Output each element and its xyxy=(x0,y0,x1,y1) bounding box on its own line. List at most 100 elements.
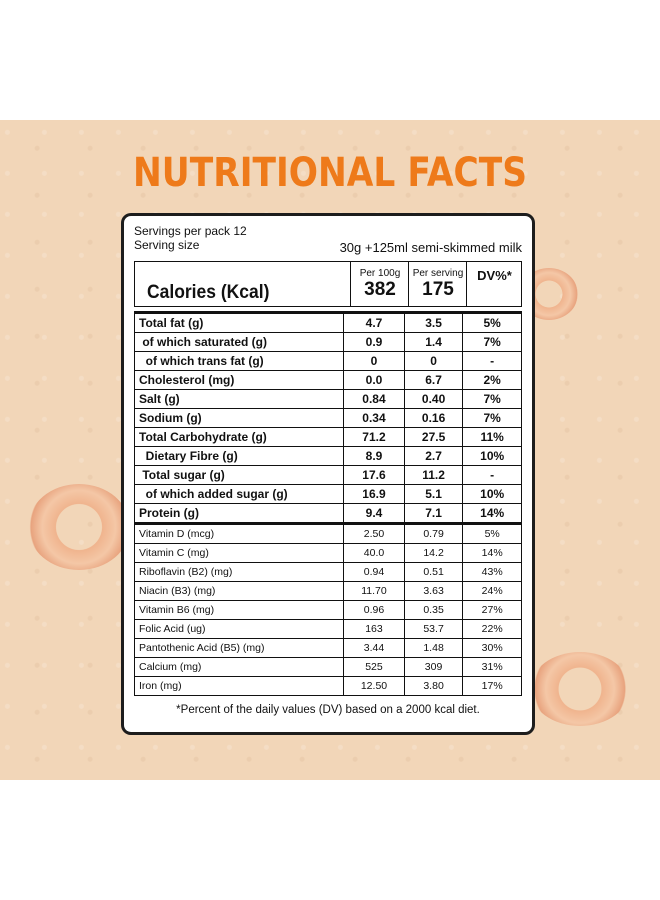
table-row: Total Carbohydrate (g) 71.2 27.5 11% xyxy=(133,427,522,447)
table-row: Salt (g) 0.84 0.40 7% xyxy=(133,389,522,409)
dv-label: DV%* xyxy=(477,268,512,283)
per100-label: Per 100g xyxy=(359,268,401,279)
dv-value: 30% xyxy=(462,638,522,658)
perserving-value: 3.5 xyxy=(403,311,464,333)
dv-value: 2% xyxy=(462,370,522,390)
serving-size: Serving size 30g +125ml semi-skimmed mil… xyxy=(134,238,522,255)
dv-value: 5% xyxy=(462,522,522,544)
nutrient-name: of which added sugar (g) xyxy=(133,484,345,504)
cereal-loop-decoration xyxy=(530,652,630,726)
perserving-value: 0.51 xyxy=(403,562,464,582)
nutrient-name: Salt (g) xyxy=(133,389,345,409)
nutrition-card: Servings per pack 12 Serving size 30g +1… xyxy=(121,213,535,735)
per100-value: 8.9 xyxy=(343,446,405,466)
footnote: *Percent of the daily values (DV) based … xyxy=(176,704,480,716)
nutrient-name: Vitamin B6 (mg) xyxy=(133,600,345,620)
perserving-calories: 175 xyxy=(422,279,454,300)
dv-value: 11% xyxy=(462,427,522,447)
nutrient-name: Niacin (B3) (mg) xyxy=(133,581,345,601)
per100-value: 525 xyxy=(343,657,405,677)
perserving-value: 3.80 xyxy=(403,676,464,696)
per100-value: 0 xyxy=(343,351,405,371)
perserving-value: 0.79 xyxy=(403,522,464,544)
dv-value: 7% xyxy=(462,332,522,352)
cereal-loop-decoration xyxy=(28,484,130,570)
dv-value: 31% xyxy=(462,657,522,677)
perserving-value: 53.7 xyxy=(403,619,464,639)
table-row: Niacin (B3) (mg) 11.70 3.63 24% xyxy=(133,581,522,601)
page-title: NUTRITIONAL FACTS xyxy=(133,150,527,196)
perserving-value: 0.16 xyxy=(403,408,464,428)
per100-value: 0.0 xyxy=(343,370,405,390)
dv-value: 14% xyxy=(462,543,522,563)
table-row: of which added sugar (g) 16.9 5.1 10% xyxy=(133,484,522,504)
table-row: Vitamin B6 (mg) 0.96 0.35 27% xyxy=(133,600,522,620)
dv-value: 17% xyxy=(462,676,522,696)
dv-value: 7% xyxy=(462,389,522,409)
perserving-value: 5.1 xyxy=(403,484,464,504)
dv-value: 5% xyxy=(462,311,522,333)
dv-value: - xyxy=(462,465,522,485)
perserving-column: Per serving 175 xyxy=(408,262,467,306)
nutrient-name: Folic Acid (ug) xyxy=(133,619,345,639)
perserving-value: 11.2 xyxy=(403,465,464,485)
per100-value: 163 xyxy=(343,619,405,639)
perserving-value: 0 xyxy=(403,351,464,371)
dv-column: DV%* xyxy=(466,262,522,306)
dv-value: 22% xyxy=(462,619,522,639)
table-row: Iron (mg) 12.50 3.80 17% xyxy=(133,676,522,696)
table-row: Total sugar (g) 17.6 11.2- xyxy=(133,465,522,485)
table-row: Total fat (g) 4.7 3.5 5% xyxy=(133,311,522,333)
nutrient-name: Total Carbohydrate (g) xyxy=(133,427,345,447)
per100-value: 4.7 xyxy=(343,311,405,333)
per100-value: 3.44 xyxy=(343,638,405,658)
perserving-value: 6.7 xyxy=(403,370,464,390)
serving-size-value: 30g +125ml semi-skimmed milk xyxy=(339,240,522,255)
dv-value: 14% xyxy=(462,503,522,524)
nutrient-name: Pantothenic Acid (B5) (mg) xyxy=(133,638,345,658)
nutrient-name: Sodium (g) xyxy=(133,408,345,428)
dv-value: 10% xyxy=(462,446,522,466)
nutrient-name: of which trans fat (g) xyxy=(133,351,345,371)
nutrient-name: Protein (g) xyxy=(133,503,345,524)
nutrient-name: Cholesterol (mg) xyxy=(133,370,345,390)
nutrient-name: Iron (mg) xyxy=(133,676,345,696)
per100-value: 71.2 xyxy=(343,427,405,447)
perserving-value: 2.7 xyxy=(403,446,464,466)
per100-value: 40.0 xyxy=(343,543,405,563)
per100-calories: 382 xyxy=(364,279,396,300)
calories-label: Calories (Kcal) xyxy=(147,282,270,303)
dv-value: 27% xyxy=(462,600,522,620)
per100-value: 0.94 xyxy=(343,562,405,582)
dv-value: 10% xyxy=(462,484,522,504)
table-row: Calcium (mg) 525 309 31% xyxy=(133,657,522,677)
perserving-value: 7.1 xyxy=(403,503,464,524)
table-row: Riboflavin (B2) (mg) 0.94 0.51 43% xyxy=(133,562,522,582)
table-row: of which trans fat (g) 0 0- xyxy=(133,351,522,371)
nutrient-name: Dietary Fibre (g) xyxy=(133,446,345,466)
table-row: Vitamin D (mcg) 2.50 0.79 5% xyxy=(133,522,522,544)
per100-value: 11.70 xyxy=(343,581,405,601)
table-row: Pantothenic Acid (B5) (mg) 3.44 1.48 30% xyxy=(133,638,522,658)
dv-value: 24% xyxy=(462,581,522,601)
perserving-value: 0.35 xyxy=(403,600,464,620)
table-row: of which saturated (g) 0.9 1.4 7% xyxy=(133,332,522,352)
nutrient-name: Calcium (mg) xyxy=(133,657,345,677)
table-row: Sodium (g) 0.34 0.16 7% xyxy=(133,408,522,428)
perserving-label: Per serving xyxy=(412,268,464,279)
dv-value: - xyxy=(462,351,522,371)
per100-value: 9.4 xyxy=(343,503,405,524)
per100-value: 17.6 xyxy=(343,465,405,485)
perserving-value: 14.2 xyxy=(403,543,464,563)
table-row: Protein (g) 9.4 7.1 14% xyxy=(133,503,522,524)
per100-value: 0.34 xyxy=(343,408,405,428)
perserving-value: 27.5 xyxy=(403,427,464,447)
dv-value: 7% xyxy=(462,408,522,428)
perserving-value: 309 xyxy=(403,657,464,677)
serving-size-label: Serving size xyxy=(134,238,200,252)
per100-value: 0.96 xyxy=(343,600,405,620)
nutrient-name: Vitamin C (mg) xyxy=(133,543,345,563)
per100-value: 12.50 xyxy=(343,676,405,696)
per100-value: 0.84 xyxy=(343,389,405,409)
perserving-value: 3.63 xyxy=(403,581,464,601)
